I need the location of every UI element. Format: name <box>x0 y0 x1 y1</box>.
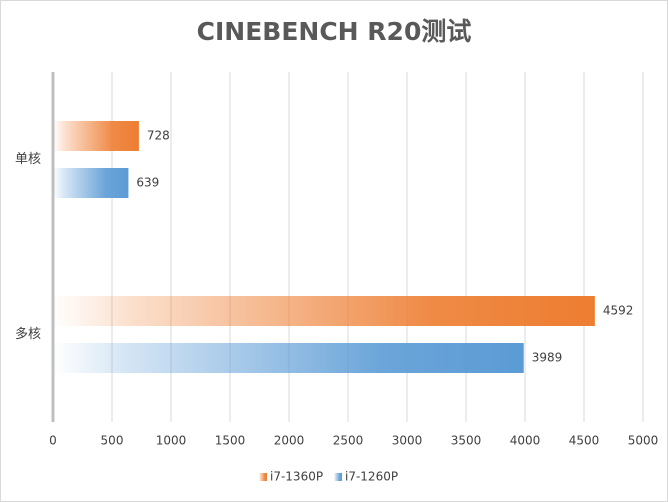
x-tick-label: 2000 <box>274 434 305 448</box>
legend-label: i7-1260P <box>345 470 398 484</box>
legend-swatch <box>334 473 342 481</box>
data-label: 3989 <box>532 351 563 365</box>
y-tick-label: 单核 <box>15 152 41 167</box>
bar <box>53 121 139 151</box>
data-label: 4592 <box>603 304 634 318</box>
x-tick-label: 4000 <box>510 434 541 448</box>
x-tick-label: 1500 <box>215 434 246 448</box>
x-tick-label: 0 <box>49 434 57 448</box>
data-label: 728 <box>147 129 170 143</box>
bar <box>53 168 129 198</box>
x-tick-label: 1000 <box>156 434 187 448</box>
legend-swatch <box>259 473 267 481</box>
x-tick-label: 3000 <box>392 434 423 448</box>
data-label: 639 <box>136 176 159 190</box>
bar <box>53 343 524 373</box>
x-tick-label: 4500 <box>569 434 600 448</box>
y-tick-label: 多核 <box>15 326 41 342</box>
x-tick-label: 5000 <box>628 434 659 448</box>
x-tick-label: 2500 <box>333 434 364 448</box>
x-tick-label: 500 <box>101 434 124 448</box>
chart-title: CINEBENCH R20测试 <box>197 17 472 46</box>
legend-label: i7-1360P <box>270 470 323 484</box>
x-tick-label: 3500 <box>451 434 482 448</box>
bar <box>53 296 595 326</box>
